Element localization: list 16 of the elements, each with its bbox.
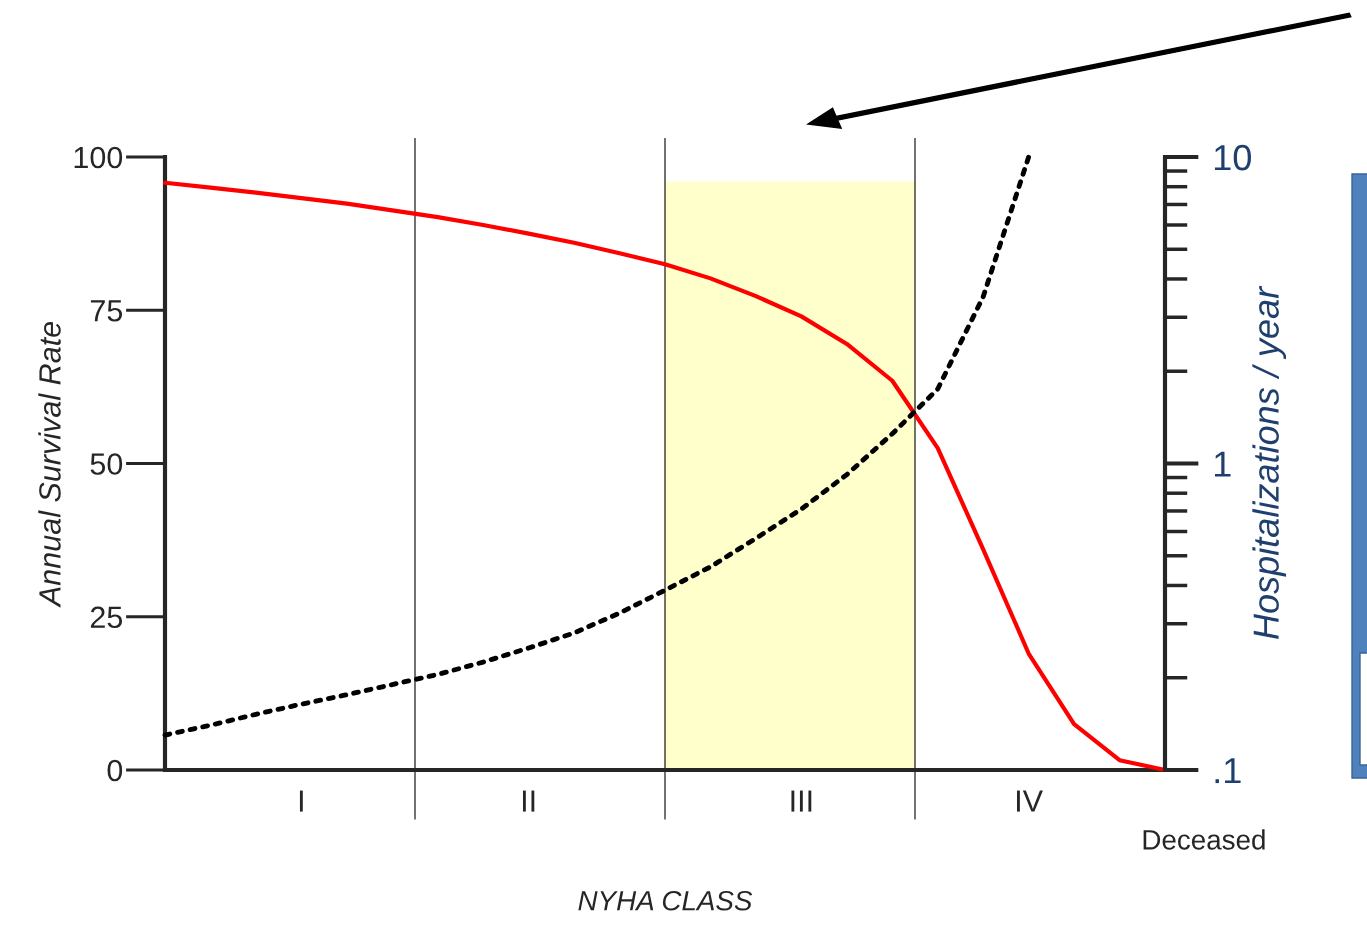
- x-tick-label: III: [791, 790, 812, 812]
- y2-tick-label: 1: [1214, 451, 1231, 477]
- x-tick-label: I: [299, 790, 303, 812]
- text: Deceased: [1143, 829, 1265, 850]
- y2-axis-title: Hospitalizations / year: [1252, 285, 1287, 639]
- x-tick-label: IV: [1017, 790, 1043, 812]
- y-tick-label: 25: [90, 606, 123, 629]
- y-tick-label: 100: [74, 146, 123, 169]
- x-tick-label: II: [522, 790, 535, 812]
- x-axis-title: NYHA CLASS: [578, 890, 753, 911]
- y-tick-label: 50: [90, 453, 123, 475]
- y-tick-label: 0: [107, 759, 123, 782]
- y2-tick-label: 10: [1214, 144, 1251, 171]
- y-axis-title: Annual Survival Rate: [38, 321, 61, 608]
- y2-tick-label: .1: [1215, 758, 1241, 784]
- y-tick-label: 75: [90, 300, 123, 322]
